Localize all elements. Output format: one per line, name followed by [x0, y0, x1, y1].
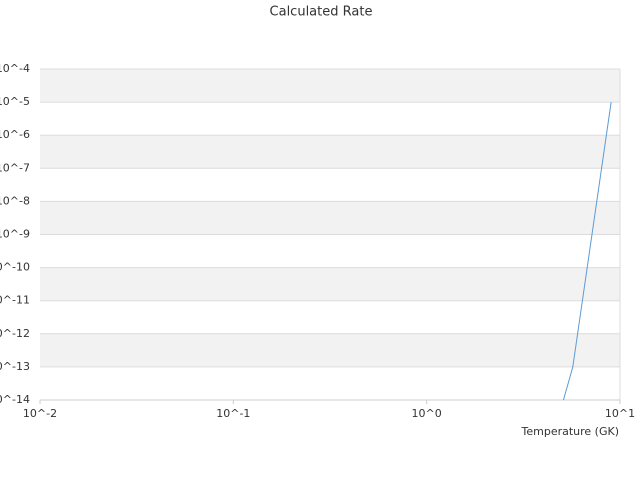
data-line	[562, 102, 612, 401]
grid-band	[40, 267, 620, 301]
y-tick-label: 10^-12	[0, 327, 30, 340]
x-tick-label: 10^-2	[23, 407, 57, 420]
y-tick-label: 10^-11	[0, 294, 30, 307]
y-tick-label: 10^-9	[0, 228, 30, 241]
y-tick-label: 10^-4	[0, 62, 30, 75]
grid-band	[40, 69, 620, 103]
x-tick-label: 10^0	[412, 407, 442, 420]
y-tick-label: 10^-7	[0, 161, 30, 174]
x-tick-label: 10^-1	[216, 407, 250, 420]
x-tick-label: 10^1	[605, 407, 635, 420]
y-tick-label: 10^-5	[0, 95, 30, 108]
grid-band	[40, 135, 620, 169]
chart-title: Calculated Rate	[270, 5, 373, 20]
x-axis-label: Temperature (GK)	[521, 425, 620, 438]
grid-band	[40, 333, 620, 367]
y-tick-label: 10^-6	[0, 128, 30, 141]
y-tick-label: 10^-14	[0, 393, 30, 406]
grid-band	[40, 201, 620, 235]
y-tick-label: 10^-10	[0, 261, 30, 274]
y-tick-label: 10^-13	[0, 360, 30, 373]
y-tick-label: 10^-8	[0, 194, 30, 207]
